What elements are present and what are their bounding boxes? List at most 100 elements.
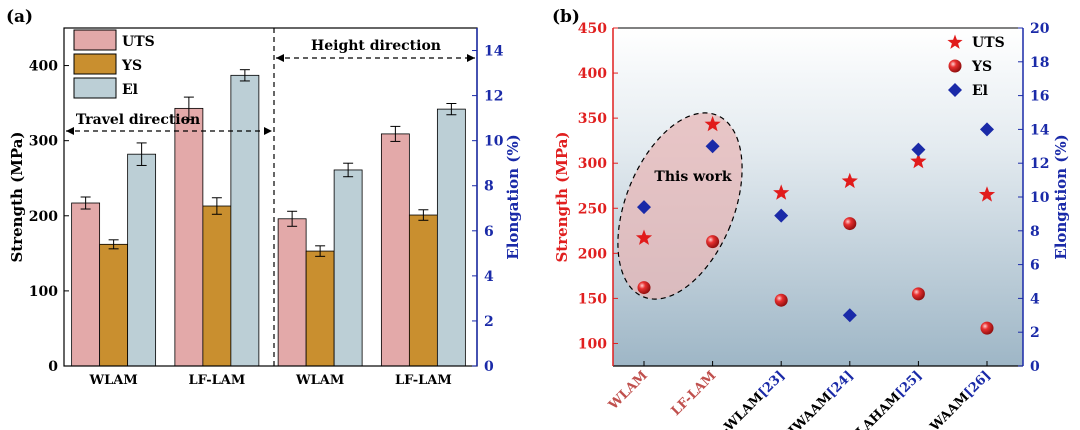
panel-b-y2label: Elongation (%) [1052,134,1070,259]
point-ys-2 [774,293,788,307]
legend-label-uts: UTS [122,34,155,50]
legend-swatch-el [73,77,117,99]
this-work-ellipse [617,112,743,300]
point-uts-5 [978,186,996,202]
panel-b-left-ticks: 100 150 200 250 300 350 400 450 [578,21,618,352]
b-x-tick-ref-2: [23] [756,368,788,400]
legend-swatch-uts [73,29,117,51]
b-x-tick-label-4: LAHAM[25] [854,368,926,430]
b-y-tick-label-450: 450 [578,21,607,37]
y-tick-label-0: 0 [48,359,58,375]
y2-tick-label-4: 4 [484,269,494,285]
error-bar-uts-3 [390,125,401,142]
bar-uts-1 [174,107,204,367]
legend-label-el-b: El [972,83,988,99]
b-y2-tick-label-16: 16 [1030,89,1049,105]
legend-label-el: El [122,82,138,98]
panel-b-legend: UTS YS El [947,34,1005,99]
y2-tick-label-0: 0 [484,359,494,375]
b-y-tick-label-200: 200 [578,246,607,262]
panel-b-label: (b) [552,7,580,27]
legend-swatch-ys [73,53,117,75]
point-uts-4 [910,152,927,169]
panel-a-label: (a) [6,7,33,27]
travel-direction-label: Travel direction [76,112,200,128]
point-uts-1 [704,115,721,132]
bar-ys-0 [99,243,129,367]
point-el-0 [637,200,651,215]
panel-b-points [635,115,996,335]
point-ys-0 [637,281,651,295]
bar-el-2 [333,169,363,367]
b-y-tick-label-100: 100 [578,336,607,352]
b-y2-tick-label-4: 4 [1030,291,1040,307]
b-x-tick-label-5: WAAM[26] [927,368,994,430]
y-tick-label-100: 100 [29,284,58,300]
panel-a: (a) 0 100 200 300 400 0 2 4 6 8 10 12 14 WLAM LF-LAM… [6,7,522,388]
point-el-4 [911,142,926,157]
y-tick-label-200: 200 [29,209,58,225]
b-x-tick-label-3: HWAAM[24] [782,368,857,430]
b-x-tick-name-4: LAHAM [854,390,904,430]
b-y-tick-label-250: 250 [578,201,607,217]
legend-label-ys-b: YS [971,59,992,75]
point-uts-2 [773,184,790,200]
b-x-tick-name-5: WAAM [927,390,972,430]
b-y-tick-label-150: 150 [578,291,607,307]
point-ys-3 [843,217,857,231]
this-work-label: This work [654,169,731,185]
panel-a-left-ticks: 0 100 200 300 400 [29,59,69,375]
bar-el-0 [127,153,157,367]
panel-a-error-bars [80,69,457,257]
bar-el-3 [436,108,466,367]
panel-b-right-ticks: 0 2 4 6 8 10 12 14 16 18 20 [1018,21,1050,375]
panel-b-category-labels: WLAM LF-LAMO-WLAM[23]HWAAM[24]LAHAM[25]WA… [605,361,994,430]
point-uts-0 [635,229,653,245]
error-bar-el-2 [343,162,354,178]
legend-marker-uts [947,34,963,49]
b-x-tick-label-1: LF-LAM [669,368,720,419]
b-x-tick-name-3: HWAAM [782,390,835,430]
x-tick-label-1: LF-LAM [188,373,245,388]
bar-ys-3 [408,214,438,367]
b-y2-tick-label-0: 0 [1030,359,1040,375]
height-direction-label: Height direction [311,38,441,54]
error-bar-el-1 [239,69,250,82]
b-y-tick-label-350: 350 [578,111,607,127]
error-bar-ys-2 [315,245,326,257]
bar-uts-3 [380,133,410,367]
y2-tick-label-8: 8 [484,179,494,195]
b-x-tick-ref-3: [24] [825,368,857,400]
y-tick-label-300: 300 [29,134,58,150]
y2-tick-label-6: 6 [484,224,494,240]
error-bar-uts-0 [80,196,91,210]
bar-ys-1 [202,205,232,367]
panel-a-bars [71,74,466,367]
b-y2-tick-label-8: 8 [1030,224,1040,240]
b-x-tick-ref-4: [25] [893,368,925,400]
legend-label-uts-b: UTS [972,35,1005,51]
x-tick-label-0: WLAM [89,373,138,388]
b-y2-tick-label-6: 6 [1030,258,1040,274]
y2-tick-label-12: 12 [484,89,503,105]
bar-el-1 [230,74,260,367]
error-bar-el-3 [446,102,457,116]
error-bar-ys-1 [211,197,222,215]
point-el-3 [842,308,857,323]
b-x-tick-label-0: WLAM [605,368,650,413]
x-tick-label-2: WLAM [295,373,344,388]
y2-tick-label-14: 14 [484,44,504,60]
b-x-tick-name-1: LF-LAM [669,368,720,419]
b-y2-tick-label-12: 12 [1030,156,1049,172]
b-y2-tick-label-2: 2 [1030,325,1040,341]
panel-a-category-labels: WLAM LF-LAM WLAM LF-LAM [89,373,452,388]
point-el-5 [980,122,994,137]
b-x-tick-name-2: O-WLAM [710,390,766,430]
b-y2-tick-label-14: 14 [1030,122,1050,138]
error-bar-uts-2 [287,210,298,227]
b-x-tick-ref-5: [26] [962,368,994,400]
legend-marker-el [948,83,962,97]
error-bar-el-0 [136,142,147,166]
y-tick-label-400: 400 [29,59,58,75]
